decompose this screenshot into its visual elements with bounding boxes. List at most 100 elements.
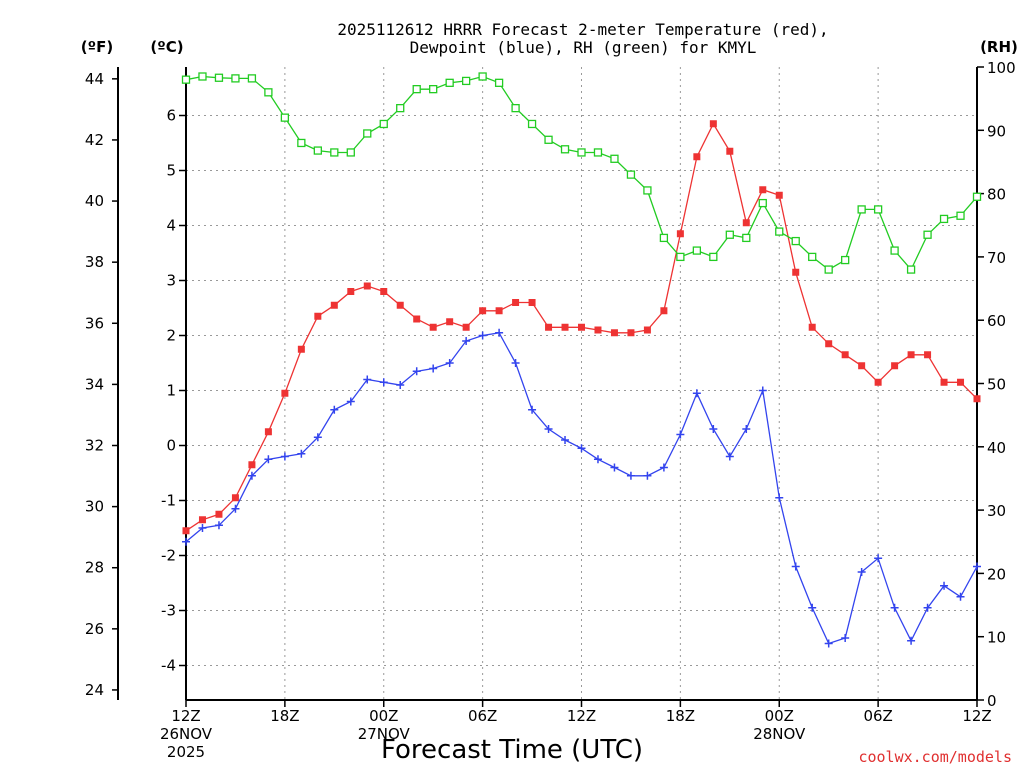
temperature-point — [0, 390, 7, 397]
rh-series — [181, 72, 982, 274]
temperature-point — [874, 378, 882, 386]
dewpoint-point — [808, 603, 817, 612]
time-tick-label: 18Z — [270, 707, 299, 725]
temperature-point — [775, 191, 783, 199]
temperature-point — [413, 315, 421, 323]
rh-tick-label: 20 — [987, 565, 1006, 583]
temperature-point — [429, 323, 437, 331]
rh-point — [412, 85, 421, 94]
rh-point — [939, 214, 949, 224]
rh-point — [346, 148, 355, 157]
rh-tick-label: 100 — [987, 59, 1016, 77]
temperature-point — [512, 299, 520, 306]
celsius-axis: 6 5 4 3 2 1 0 -1 -2 -3 -4 — [161, 107, 186, 675]
temperature-point — [314, 312, 322, 320]
fahrenheit-unit-label: (ºF) — [81, 38, 113, 56]
dewpoint-point — [247, 471, 256, 480]
rh-point — [841, 255, 850, 265]
rh-tick-label: 90 — [987, 122, 1006, 140]
rh-point — [692, 246, 702, 255]
temperature-point — [578, 323, 585, 331]
rh-point — [577, 148, 586, 157]
time-tick-label: 06Z — [863, 707, 892, 725]
rh-point — [544, 135, 553, 144]
rh-line — [185, 75, 978, 271]
temperature-point — [759, 186, 767, 194]
temperature-point — [248, 461, 256, 469]
dewpoint-point — [379, 378, 388, 387]
dewpoint-point — [495, 328, 504, 337]
rh-point — [610, 154, 619, 163]
rh-point — [198, 72, 207, 81]
dewpoint-point — [907, 636, 916, 645]
temperature-point — [297, 345, 305, 353]
dewpoint-point — [445, 359, 454, 367]
dewpoint-point — [692, 389, 701, 398]
temperature-point — [380, 288, 388, 295]
rh-point — [330, 148, 339, 157]
dewpoint-point — [791, 562, 800, 571]
rh-point — [676, 252, 685, 262]
dewpoint-point — [643, 471, 652, 480]
temperature-point — [742, 219, 750, 227]
rh-point — [626, 170, 636, 179]
rh-point — [873, 205, 883, 214]
dewpoint-point — [824, 639, 833, 648]
rh-point — [297, 138, 306, 148]
rh-point — [906, 265, 916, 274]
dewpoint-point — [429, 364, 438, 373]
dewpoint-point — [659, 463, 668, 472]
temperature-point — [330, 301, 338, 309]
fahrenheit-tick-label: 26 — [85, 620, 104, 638]
rh-point — [478, 72, 487, 81]
grid-lines — [185, 67, 978, 700]
rh-point — [429, 85, 438, 94]
series-layer — [0, 72, 982, 648]
rh-point — [824, 265, 833, 274]
dewpoint-point — [890, 603, 899, 612]
rh-point — [643, 186, 652, 195]
chart-title-line2: Dewpoint (blue), RH (green) for KMYL — [410, 38, 757, 57]
rh-tick-label: 80 — [987, 186, 1006, 204]
temperature-point — [643, 326, 651, 334]
dewpoint-point — [544, 425, 553, 433]
temperature-point — [907, 351, 915, 359]
temperature-point — [363, 282, 371, 290]
celsius-tick-label: -1 — [161, 492, 176, 510]
rh-point — [264, 88, 273, 97]
dewpoint-series — [182, 328, 981, 648]
celsius-tick-label: 6 — [166, 107, 176, 125]
rh-tick-label: 30 — [987, 502, 1006, 520]
dewpoint-point — [511, 359, 520, 367]
rh-tick-label: 10 — [987, 629, 1006, 647]
rh-point — [247, 74, 257, 83]
dewpoint-point — [264, 455, 273, 464]
dewpoint-point — [593, 455, 602, 464]
celsius-unit-label: (ºC) — [150, 38, 183, 56]
credit-link[interactable]: coolwx.com/models — [858, 748, 1012, 766]
celsius-tick-label: 3 — [166, 272, 176, 290]
fahrenheit-tick-label: 30 — [85, 498, 104, 516]
temperature-point — [446, 318, 454, 326]
rh-point — [725, 230, 734, 239]
fahrenheit-axis: 44 42 40 38 36 34 32 30 28 26 24 — [85, 70, 118, 699]
temperature-point — [792, 268, 800, 276]
rh-point — [379, 119, 388, 129]
rh-point — [363, 129, 372, 138]
temperature-point — [693, 153, 701, 161]
temperature-point — [347, 288, 355, 295]
rh-point — [461, 76, 471, 86]
rh-point — [956, 211, 965, 220]
temperature-point — [825, 340, 833, 348]
rh-point — [857, 205, 866, 214]
celsius-tick-label: 1 — [166, 382, 176, 400]
rh-point — [791, 236, 800, 246]
dewpoint-point — [478, 331, 487, 340]
temperature-point — [627, 329, 635, 337]
rh-point — [214, 73, 224, 82]
temperature-point — [495, 307, 503, 315]
dewpoint-point — [742, 425, 751, 433]
time-tick-label: 18Z — [666, 707, 695, 725]
temperature-point — [610, 329, 618, 337]
